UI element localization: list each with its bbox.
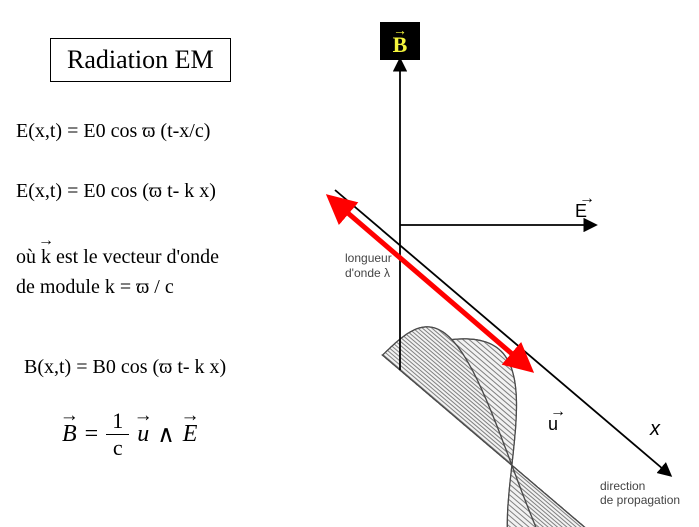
- equation-2: E(x,t) = E0 cos (ϖ t- k x): [16, 180, 216, 203]
- wavelength-label-1: longueur: [345, 251, 392, 265]
- fraction-1-over-c: 1 c: [106, 410, 129, 459]
- em-wave-diagram: → B E→u→xlongueurd'onde λdirectionde pro…: [300, 0, 699, 527]
- explanation-line-2: de module k = ϖ / c: [16, 276, 174, 299]
- svg-text:→: →: [579, 190, 595, 207]
- equation-3: B(x,t) = B0 cos (ϖ t- k x): [24, 356, 226, 379]
- direction-label-2: de propagation: [600, 493, 680, 507]
- vector-E-rhs: E: [183, 421, 198, 448]
- vector-u: u: [137, 421, 149, 448]
- direction-label-1: direction: [600, 479, 645, 493]
- equation-1: E(x,t) = E0 cos ϖ (t-x/c): [16, 120, 210, 143]
- svg-text:→: →: [550, 403, 566, 420]
- vector-B-lhs: B: [62, 421, 77, 448]
- wavelength-label-2: d'onde λ: [345, 266, 390, 280]
- x-axis-label: x: [649, 418, 661, 440]
- page-title: Radiation EM: [50, 38, 231, 82]
- explanation-line-1: où k est le vecteur d'onde: [16, 246, 219, 269]
- svg-text:B: B: [393, 32, 408, 57]
- cross-product-equation: B = 1 c u ∧ E: [62, 410, 197, 459]
- b-vector-label-box: → B: [380, 22, 420, 60]
- vector-k: k: [41, 246, 51, 269]
